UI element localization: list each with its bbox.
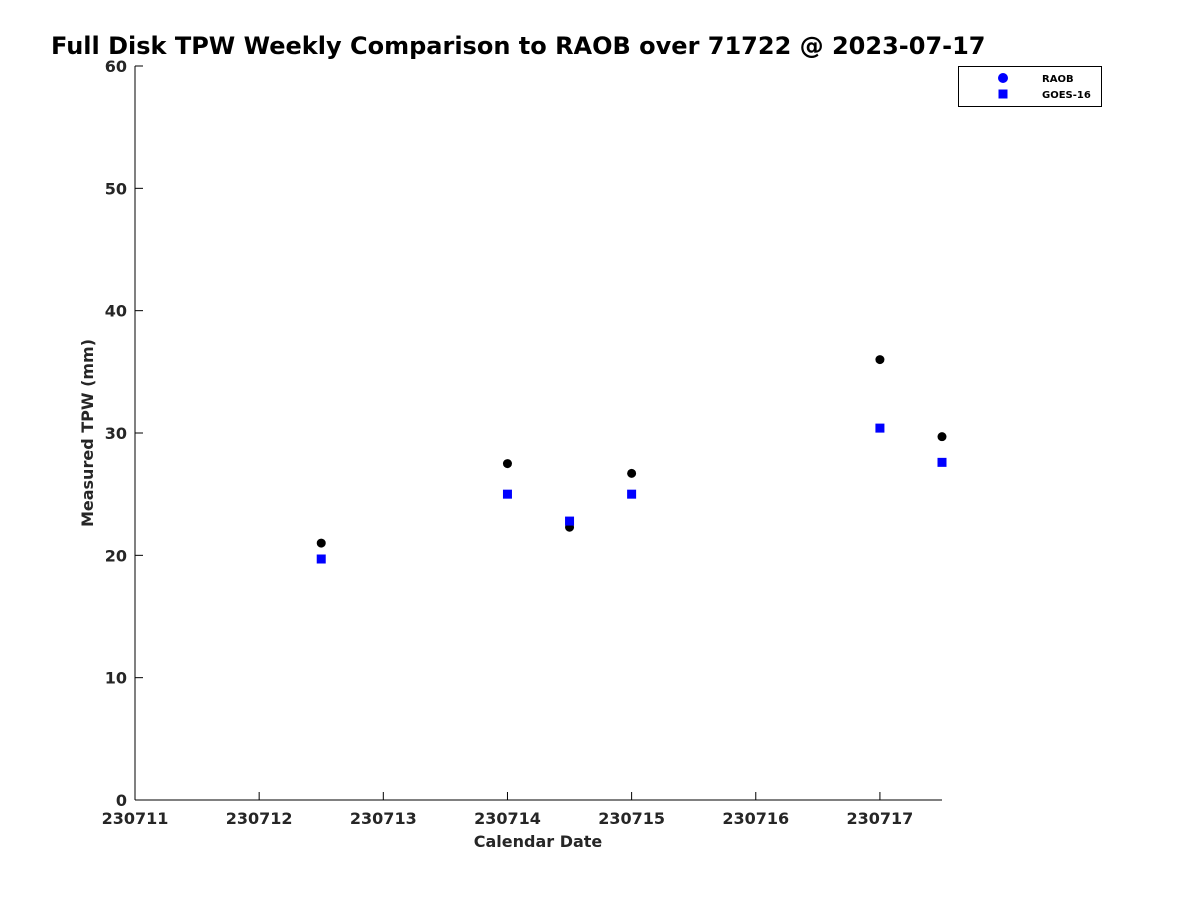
- legend-box: [958, 66, 1102, 107]
- legend-label-raob: RAOB: [1042, 74, 1074, 85]
- y-tick-label: 10: [105, 669, 127, 688]
- x-tick-label: 230712: [226, 809, 293, 828]
- legend: RAOB GOES-16: [958, 66, 1102, 107]
- x-tick-label: 230713: [350, 809, 417, 828]
- y-tick-label: 30: [105, 424, 127, 443]
- x-tick-label: 230716: [722, 809, 789, 828]
- chart-title: Full Disk TPW Weekly Comparison to RAOB …: [51, 32, 986, 60]
- point-raob: [937, 432, 947, 442]
- point-goes16: [316, 554, 326, 564]
- point-goes16: [565, 516, 575, 526]
- y-tick-label: 20: [105, 546, 127, 565]
- y-tick-label: 40: [105, 302, 127, 321]
- x-tick-label: 230714: [474, 809, 541, 828]
- y-tick-label: 50: [105, 179, 127, 198]
- y-tick-label: 0: [116, 791, 127, 810]
- point-raob: [875, 355, 885, 365]
- point-raob: [627, 468, 637, 478]
- y-tick-label: 60: [105, 57, 127, 76]
- point-raob: [316, 538, 326, 548]
- y-axis-label: Measured TPW (mm): [78, 339, 97, 527]
- legend-label-goes16: GOES-16: [1042, 90, 1091, 101]
- legend-marker-raob: [998, 73, 1008, 83]
- point-goes16: [875, 423, 885, 433]
- x-tick-label: 230711: [102, 809, 169, 828]
- x-tick-label: 230715: [598, 809, 665, 828]
- point-goes16: [937, 457, 947, 467]
- point-goes16: [627, 489, 637, 499]
- x-tick-label: 230717: [847, 809, 914, 828]
- point-raob: [502, 459, 512, 469]
- legend-marker-goes16: [998, 89, 1008, 99]
- x-axis-label: Calendar Date: [474, 832, 603, 851]
- point-goes16: [502, 489, 512, 499]
